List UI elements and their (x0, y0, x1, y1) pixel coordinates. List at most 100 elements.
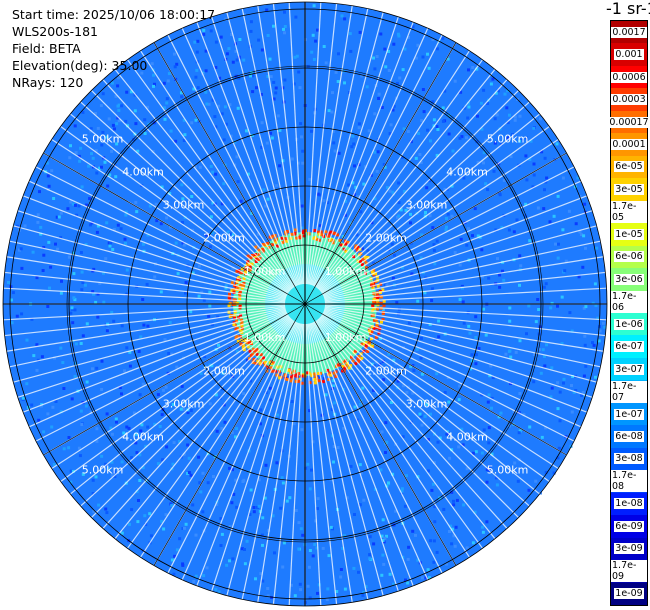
speckle-cell (105, 329, 109, 333)
rim-cell (329, 238, 333, 242)
speckle-cell (340, 14, 344, 18)
speckle-cell (380, 299, 384, 303)
colorbar-tick-label: 1.7e-07 (611, 380, 647, 403)
rim-cell (371, 281, 374, 285)
rim-cell (374, 335, 378, 339)
speckle-cell (562, 377, 566, 381)
speckle-cell (98, 281, 102, 285)
rim-cell (249, 256, 253, 260)
speckle-cell (182, 526, 186, 530)
speckle-cell (135, 490, 139, 494)
speckle-cell (416, 43, 420, 47)
ray-gap (181, 322, 298, 581)
speckle-cell (164, 385, 168, 389)
rim-cell (245, 341, 249, 345)
speckle-cell (110, 473, 114, 477)
speckle-cell (480, 275, 484, 279)
speckle-cell (50, 169, 54, 173)
speckle-cell (401, 68, 405, 72)
ray-gap (272, 323, 304, 605)
speckle-cell (56, 247, 60, 251)
speckle-cell (322, 377, 326, 381)
speckle-cell (204, 90, 208, 94)
speckle-cell (556, 456, 560, 460)
speckle-cell (539, 117, 542, 121)
speckle-cell (543, 188, 546, 192)
speckle-cell (189, 310, 193, 314)
speckle-cell (420, 119, 424, 123)
speckle-cell (212, 475, 215, 478)
speckle-cell (72, 272, 76, 276)
speckle-cell (198, 481, 202, 485)
speckle-cell (114, 417, 118, 421)
speckle-cell (52, 197, 56, 200)
speckle-cell (161, 388, 165, 392)
range-ring-label: 2.00km (365, 232, 407, 245)
speckle-cell (545, 343, 548, 347)
rim-cell (298, 377, 302, 381)
speckle-cell (73, 298, 77, 302)
speckle-cell (224, 17, 228, 21)
speckle-cell (92, 509, 96, 513)
speckle-cell (234, 478, 238, 482)
speckle-cell (219, 544, 223, 547)
speckle-cell (429, 139, 432, 143)
speckle-cell (91, 156, 95, 160)
speckle-cell (457, 398, 461, 402)
speckle-cell (69, 311, 73, 315)
speckle-cell (339, 575, 343, 579)
speckle-cell (513, 461, 517, 465)
ray-gap (317, 319, 496, 540)
speckle-cell (136, 520, 140, 524)
rim-cell (242, 348, 246, 352)
speckle-cell (46, 305, 50, 308)
speckle-cell (402, 127, 406, 131)
speckle-cell (361, 386, 365, 390)
speckle-cell (487, 441, 491, 445)
speckle-cell (390, 401, 393, 404)
rim-cell (366, 255, 370, 259)
speckle-cell (187, 456, 191, 460)
field-text: Field: BETA (12, 41, 81, 56)
speckle-cell (170, 558, 174, 562)
speckle-cell (69, 480, 73, 484)
colorbar-cell: 1.7e-05 (611, 200, 647, 224)
speckle-cell (298, 86, 302, 90)
speckle-cell (95, 439, 99, 443)
speckle-cell (294, 509, 298, 512)
speckle-cell (450, 542, 454, 546)
rim-cell (382, 299, 386, 303)
speckle-cell (392, 104, 396, 108)
speckle-cell (92, 292, 95, 296)
speckle-cell (116, 84, 120, 88)
speckle-cell (597, 339, 601, 343)
speckle-cell (426, 52, 429, 56)
rim-cell (316, 230, 320, 234)
ray-gap (127, 319, 294, 549)
speckle-cell (149, 534, 153, 538)
speckle-cell (68, 156, 72, 160)
speckle-cell (117, 119, 121, 123)
speckle-cell (458, 136, 462, 140)
speckle-cell (451, 149, 455, 153)
speckle-cell (488, 464, 492, 468)
speckle-cell (336, 446, 340, 449)
ray-gap (4, 305, 286, 337)
speckle-cell (251, 90, 255, 94)
speckle-cell (366, 248, 370, 252)
speckle-cell (574, 222, 578, 226)
speckle-cell (186, 472, 190, 475)
speckle-cell (382, 562, 386, 566)
speckle-cell (450, 448, 454, 452)
speckle-cell (445, 225, 448, 229)
speckle-cell (46, 412, 50, 416)
speckle-cell (430, 488, 434, 492)
speckle-cell (231, 233, 235, 237)
speckle-cell (40, 355, 44, 359)
speckle-cell (485, 468, 489, 472)
speckle-cell (220, 387, 224, 391)
speckle-cell (73, 374, 77, 378)
speckle-cell (459, 237, 463, 241)
speckle-cell (266, 594, 270, 598)
ray-gap (323, 309, 593, 398)
